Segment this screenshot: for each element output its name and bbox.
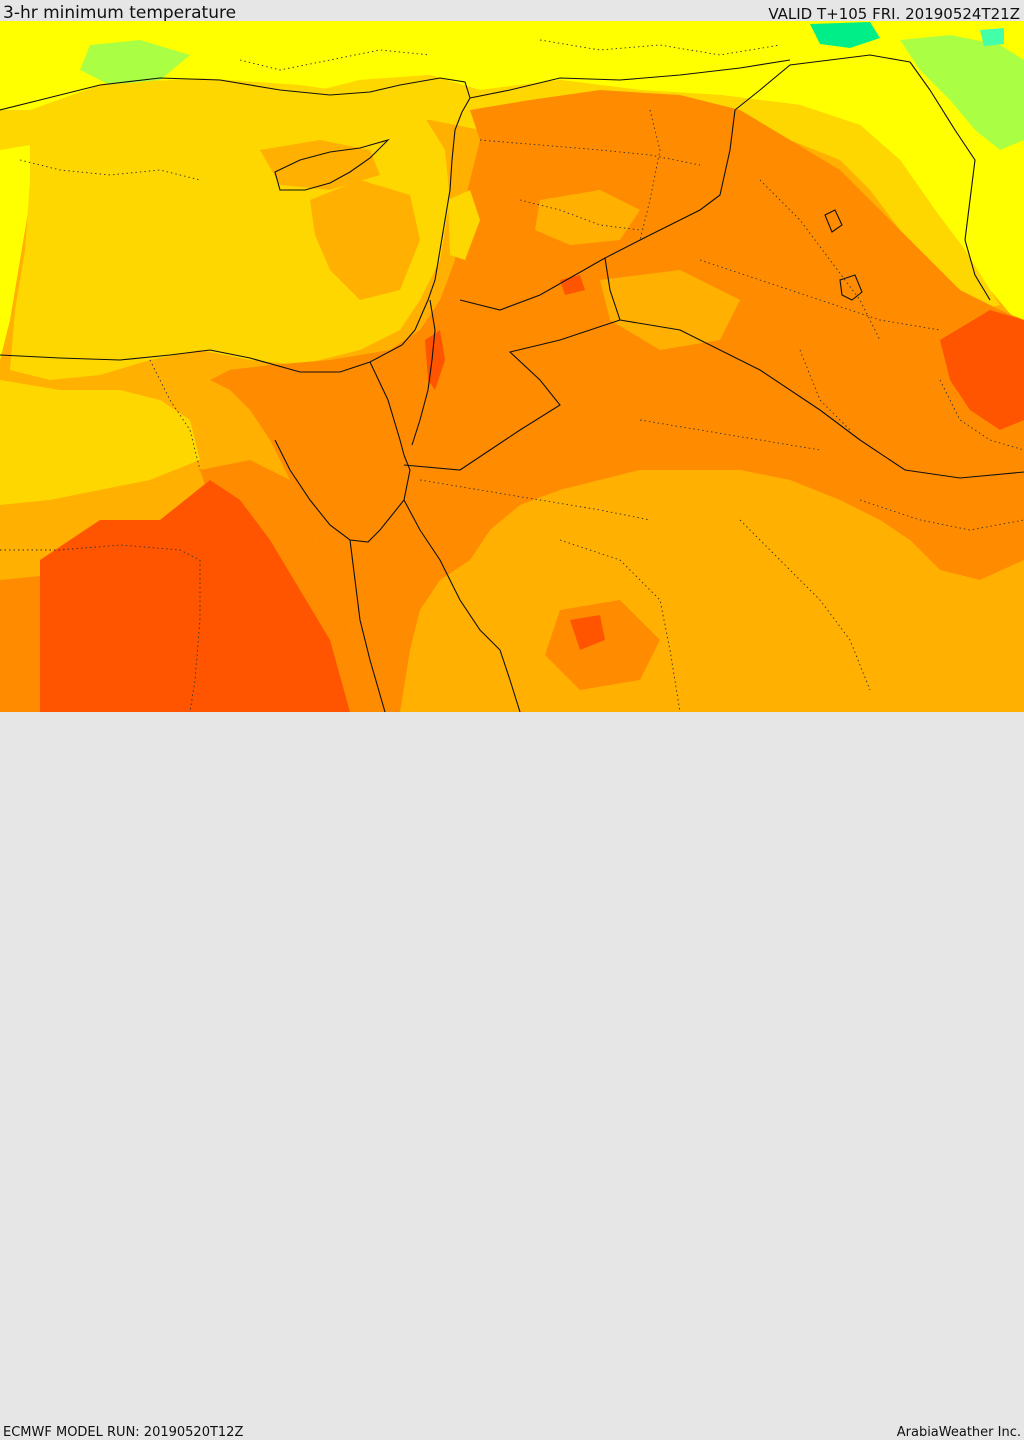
province-line-9 (189, 560, 201, 712)
border-iraq-iran (909, 61, 991, 301)
temperature-map (0, 21, 1024, 712)
field-west-yellow (0, 145, 30, 360)
map-title: 3-hr minimum temperature (3, 3, 237, 23)
province-line-14 (19, 159, 201, 181)
field-yellow-levant (448, 190, 480, 260)
field-egypt-yellow (0, 380, 200, 505)
field-north-yellow (0, 21, 1024, 330)
province-line-2 (519, 199, 641, 231)
province-lines (0, 39, 1024, 712)
field-green-2 (80, 40, 190, 85)
border-lines (0, 54, 1024, 712)
field-green-1 (900, 35, 1024, 150)
field-red-arabia-spot (570, 615, 605, 650)
province-line-5 (699, 259, 941, 331)
header-bar: 3-hr minimum temperature VALID T+105 FRI… (0, 0, 1024, 23)
cyprus-outline (274, 138, 390, 191)
field-red-iraq-gulf (940, 310, 1024, 430)
province-line-6 (799, 349, 851, 431)
field-red-egypt (40, 480, 350, 712)
province-line-3 (639, 109, 661, 241)
field-teal-spot (810, 22, 880, 48)
field-orange-patch-iraq (600, 270, 740, 350)
lake-milh (824, 209, 843, 233)
coastline-red-sea-west (349, 539, 386, 712)
coastline-turkey-south (0, 77, 471, 113)
coastline-levant (401, 111, 463, 346)
coastline-gulf-suez (274, 439, 411, 543)
lake-thar-thar (839, 274, 863, 301)
province-line-12 (739, 519, 871, 691)
province-line-18 (639, 419, 821, 451)
province-line-10 (419, 479, 651, 521)
province-line-16 (539, 39, 781, 56)
field-sea-orange-patch (310, 180, 420, 300)
border-jordan-saudi (403, 319, 621, 471)
province-line-15 (239, 49, 431, 71)
credit-label: ArabiaWeather Inc. (896, 1425, 1021, 1440)
province-line-4 (759, 179, 881, 341)
model-run-label: ECMWF MODEL RUN: 20190520T12Z (3, 1425, 244, 1440)
coastline-dead-sea (411, 299, 436, 446)
border-syria-turkey (469, 59, 791, 99)
field-teal-spot-2 (980, 28, 1004, 46)
footer-bar: ECMWF MODEL RUN: 20190520T12Z ArabiaWeat… (0, 712, 1024, 1440)
field-darkorange-main (210, 90, 1024, 712)
province-line-13 (859, 499, 1024, 531)
border-egypt-israel (369, 361, 405, 456)
coastline-red-sea-east (403, 499, 521, 712)
border-iraq-saudi (619, 319, 1024, 479)
valid-time-label: VALID T+105 FRI. 20190524T21Z (768, 5, 1020, 23)
coastline-egypt-north (0, 344, 403, 373)
field-cyprus-region (260, 140, 380, 190)
field-orange-patch-syria (535, 190, 640, 245)
border-jordan-syria (459, 257, 606, 311)
